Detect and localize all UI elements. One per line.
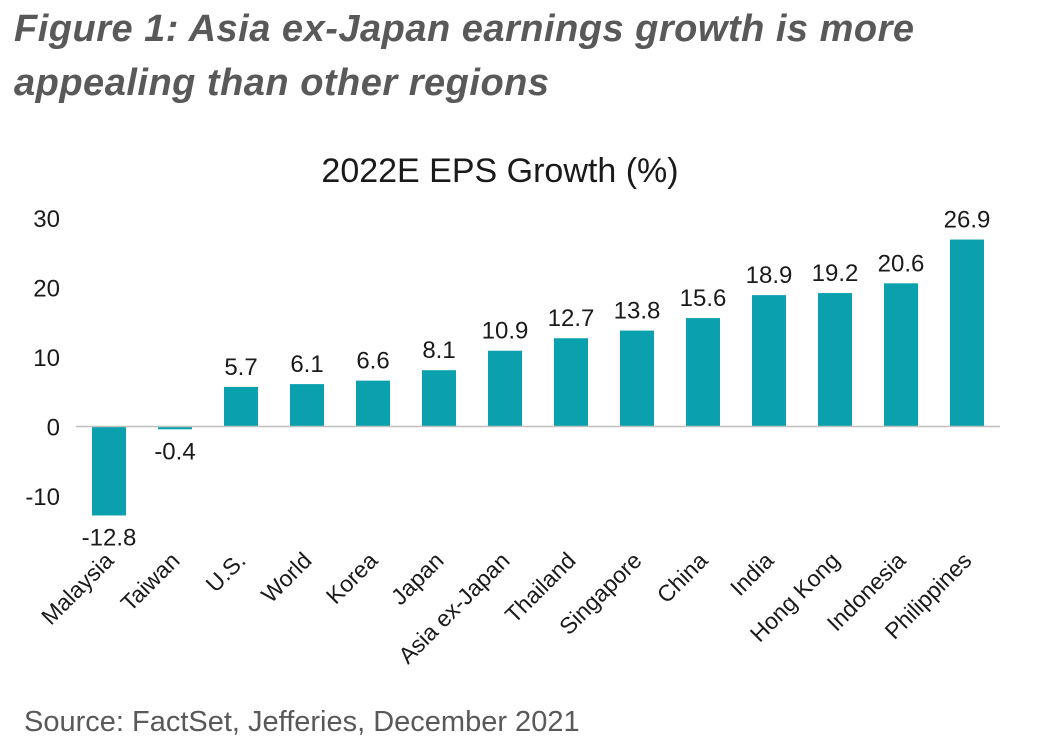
x-tick-label: Taiwan [116, 547, 185, 616]
data-label: 20.6 [878, 250, 925, 277]
bar [686, 318, 720, 427]
y-tick-label: 20 [33, 276, 60, 303]
figure-title-line-1: Figure 1: Asia ex-Japan earnings growth … [14, 8, 915, 50]
x-tick-label: China [652, 547, 713, 608]
y-tick-label: 30 [33, 206, 60, 233]
bar [752, 295, 786, 427]
data-label: 18.9 [746, 262, 793, 289]
chart-title: 2022E EPS Growth (%) [321, 152, 678, 190]
bar [818, 293, 852, 427]
bar-chart: 2022E EPS Growth (%) 30 20 10 0 -10 -12.8 -0.… [25, 152, 1000, 669]
bar-series [92, 239, 984, 516]
bar [488, 350, 522, 427]
bar [620, 330, 654, 427]
data-labels: -12.8 -0.4 5.7 6.1 6.6 8.1 10.9 12.7 13.8 15.6 18.… [82, 207, 991, 552]
x-tick-label: U.S. [201, 547, 251, 597]
y-tick-label: 0 [47, 415, 60, 442]
y-axis: 30 20 10 0 -10 [25, 206, 60, 511]
bar [92, 426, 126, 516]
bar [356, 380, 390, 427]
x-tick-label: India [725, 547, 779, 601]
data-label: 15.6 [680, 285, 727, 312]
y-tick-label: -10 [25, 484, 60, 511]
x-tick-label: World [256, 547, 317, 608]
bar [554, 338, 588, 427]
data-label: 13.8 [614, 298, 661, 325]
data-label: -0.4 [154, 438, 195, 465]
source-note: Source: FactSet, Jefferies, December 202… [24, 706, 580, 738]
data-label: 19.2 [812, 260, 859, 287]
bar [950, 239, 984, 427]
figure-title-line-2: appealing than other regions [14, 62, 550, 104]
bar [422, 370, 456, 427]
data-label: 6.1 [290, 351, 323, 378]
y-tick-label: 10 [33, 345, 60, 372]
data-label: 5.7 [224, 354, 257, 381]
bar [290, 384, 324, 427]
data-label: 26.9 [944, 207, 991, 234]
data-label: -12.8 [82, 524, 137, 551]
figure-title: Figure 1: Asia ex-Japan earnings growth … [14, 2, 1044, 110]
data-label: 10.9 [482, 318, 529, 345]
data-label: 12.7 [548, 305, 595, 332]
bar [158, 426, 192, 430]
data-label: 6.6 [356, 348, 389, 375]
x-tick-label: Japan [386, 547, 449, 610]
x-tick-label: Korea [321, 547, 383, 609]
bar [224, 386, 258, 427]
data-label: 8.1 [422, 337, 455, 364]
x-tick-label: Malaysia [36, 547, 119, 630]
bar [884, 283, 918, 427]
